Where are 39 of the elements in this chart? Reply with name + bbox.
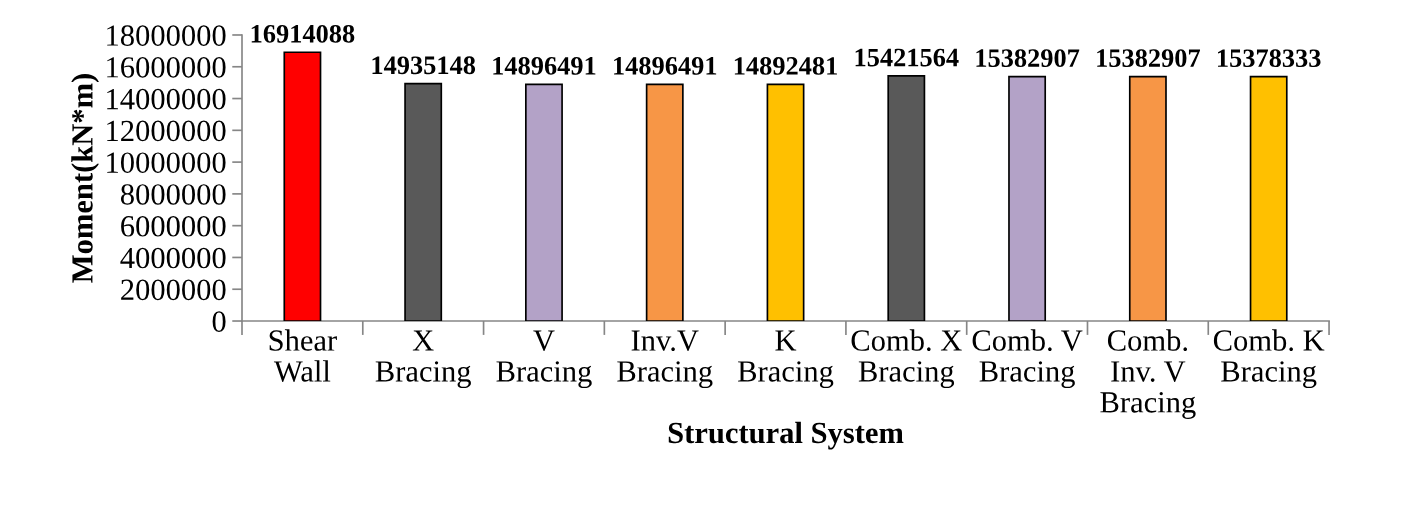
- data-label: 15382907: [1097, 49, 1201, 68]
- x-tick-label: Shear Wall: [269, 329, 337, 382]
- data-label: 14896491: [614, 56, 717, 75]
- bar: [525, 83, 563, 322]
- y-tick-label: 14000000: [107, 88, 226, 110]
- x-tick-label: Comb. Inv. V Bracing: [1100, 329, 1196, 419]
- data-label: 14892481: [734, 57, 837, 75]
- data-label: 15382907: [976, 49, 1080, 68]
- x-tick-label: Comb. X Bracing: [851, 329, 962, 389]
- bar: [887, 75, 926, 322]
- y-tick-label: 4000000: [120, 247, 226, 269]
- data-label: 14896491: [493, 56, 596, 75]
- x-tick-label: K Bracing: [738, 330, 834, 389]
- bar: [766, 83, 805, 322]
- bar: [1128, 75, 1167, 322]
- y-tick-label: 18000000: [107, 25, 226, 46]
- x-tick-label: X Bracing: [375, 330, 471, 389]
- x-axis-title: Structural System: [668, 421, 904, 450]
- y-tick-label: 16000000: [107, 57, 226, 78]
- y-tick-label: 2000000: [121, 279, 226, 301]
- x-tick-label: V Bracing: [496, 330, 592, 389]
- y-tick-label: 12000000: [107, 120, 226, 142]
- bar: [404, 82, 443, 322]
- bar: [283, 51, 322, 322]
- x-tick-label: Comb. V Bracing: [972, 329, 1083, 389]
- y-tick-label: 0: [212, 311, 226, 332]
- data-label: 15421564: [855, 48, 959, 67]
- data-label: 14935148: [372, 56, 476, 75]
- x-tick-label: Inv.V Bracing: [617, 330, 713, 389]
- y-axis-title: Moment(kN*m): [71, 74, 99, 283]
- bar: [1249, 75, 1288, 322]
- data-label: 16914088: [251, 24, 355, 43]
- y-tick-label: 6000000: [121, 215, 226, 237]
- bar: [645, 83, 684, 322]
- y-tick-label: 8000000: [120, 184, 226, 205]
- bar: [1008, 75, 1047, 322]
- y-tick-label: 10000000: [107, 152, 226, 174]
- data-label: 15378333: [1218, 49, 1321, 68]
- x-tick-label: Comb. K Bracing: [1213, 329, 1325, 389]
